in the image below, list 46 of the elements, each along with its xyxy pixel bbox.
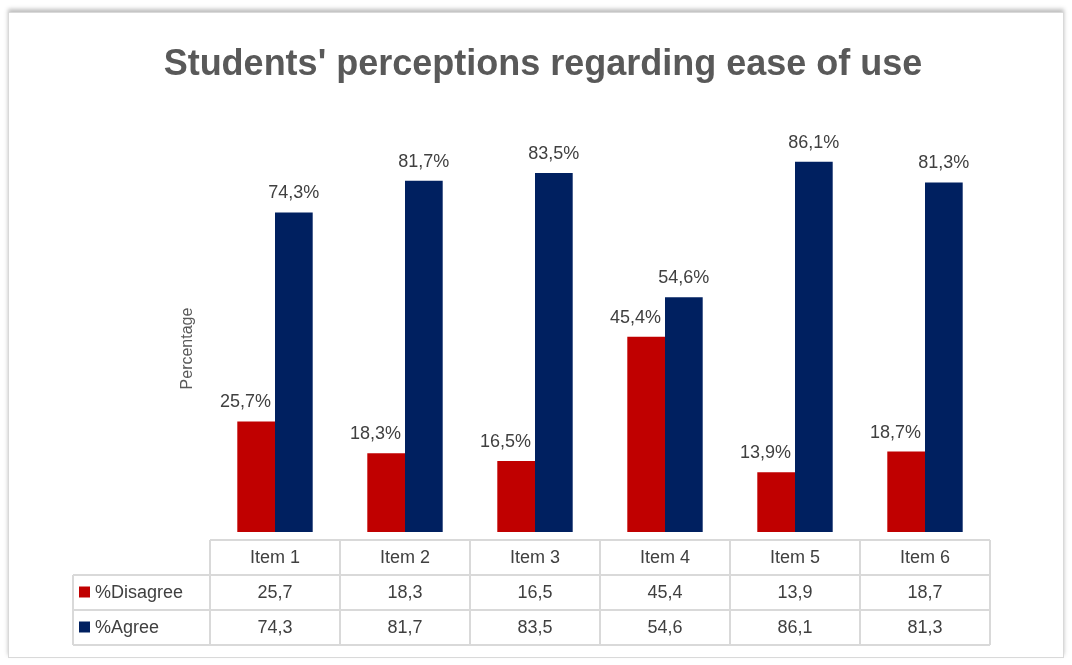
x-tick-label: Item 4 (639, 547, 691, 568)
text: 25,7 (257, 582, 293, 603)
x-tick-label: Item 3 (509, 547, 561, 568)
legend-label: %Agree (95, 617, 160, 638)
bar (925, 182, 963, 532)
text: 45,4 (647, 582, 683, 603)
x-tick-label: Item 6 (899, 547, 951, 568)
text: 81,3 (907, 617, 943, 638)
data-label: 81,3% (918, 152, 970, 173)
text: 86,1 (777, 617, 813, 638)
data-label: 25,7% (219, 391, 271, 412)
bar (887, 451, 925, 532)
bar (665, 297, 703, 532)
bar (627, 336, 665, 532)
y-axis-title: Percentage (178, 307, 196, 390)
bar (535, 172, 573, 532)
data-label: 45,4% (609, 306, 661, 327)
bar (757, 472, 795, 532)
bar (237, 421, 275, 532)
text: 18,3 (387, 582, 423, 603)
data-label: 13,9% (739, 442, 791, 463)
x-tick-label: Item 2 (379, 547, 431, 568)
text: 74,3 (257, 617, 293, 638)
text: 16,5 (517, 582, 553, 603)
bar (795, 161, 833, 532)
chart-title: Students' perceptions regarding ease of use (163, 41, 923, 83)
data-label: 54,6% (658, 267, 710, 288)
text: 81,7 (387, 617, 423, 638)
legend-label: %Disagree (95, 582, 184, 603)
bar (405, 180, 443, 532)
data-label: 18,3% (349, 423, 401, 444)
x-tick-label: Item 5 (769, 547, 821, 568)
bar (367, 453, 405, 532)
data-label: 74,3% (268, 182, 320, 203)
data-label: 81,7% (398, 150, 450, 171)
text: 83,5 (517, 617, 553, 638)
x-tick-label: Item 1 (249, 547, 301, 568)
bar (275, 212, 313, 532)
text: 54,6 (647, 617, 683, 638)
data-label: 86,1% (788, 131, 840, 152)
data-label: 18,7% (869, 421, 921, 442)
bar (497, 461, 535, 532)
data-label: 16,5% (479, 431, 531, 452)
data-label: 83,5% (528, 142, 580, 163)
text: 18,7 (907, 582, 943, 603)
text: 13,9 (777, 582, 813, 603)
